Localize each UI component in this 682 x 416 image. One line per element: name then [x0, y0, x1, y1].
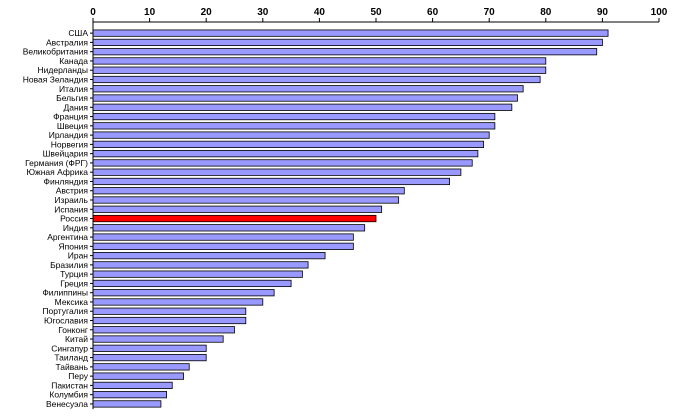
category-label: Дания: [63, 102, 88, 112]
bar: [92, 242, 354, 250]
x-tick-label: 70: [484, 7, 496, 18]
bar: [92, 159, 473, 167]
x-tick-label: 60: [427, 7, 439, 18]
category-label: Филиппины: [42, 288, 88, 298]
category-label: Финляндия: [44, 176, 89, 186]
x-tick-label: 20: [201, 7, 213, 18]
category-label: Австрия: [56, 186, 89, 196]
bar: [92, 112, 496, 121]
category-label: Германия (ФРГ): [25, 158, 88, 168]
bar: [92, 122, 496, 130]
bar: [92, 94, 518, 102]
category-label: Бельгия: [56, 93, 88, 103]
category-label: Югославия: [44, 316, 88, 326]
x-tick-label: 50: [370, 7, 382, 18]
category-label: Южная Африка: [26, 167, 88, 177]
category-label: Колумбия: [49, 390, 88, 400]
bar-highlight: [92, 214, 377, 223]
x-tick-label: 0: [90, 7, 96, 18]
category-label: Ирландия: [49, 130, 89, 140]
category-label: Нидерланды: [38, 65, 88, 75]
bars: [92, 29, 609, 408]
bar: [92, 196, 400, 204]
bar: [92, 298, 264, 306]
bar: [92, 103, 513, 111]
bar: [92, 168, 462, 176]
bar: [92, 85, 524, 93]
category-label: США: [68, 28, 88, 38]
category-label: Италия: [59, 84, 88, 94]
category-label: Пакистан: [51, 380, 88, 390]
bar: [92, 400, 162, 408]
bar: [92, 177, 450, 186]
x-tick-label: 30: [257, 7, 269, 18]
category-label: Япония: [58, 241, 88, 251]
category-label: Греция: [60, 278, 88, 288]
category-label: Испания: [54, 204, 88, 214]
bar: [92, 57, 547, 65]
bar: [92, 38, 603, 47]
x-axis: 0 10 20 30 40 50 60 70 80 90 100: [90, 7, 668, 23]
category-label: Индия: [63, 223, 89, 233]
bar: [92, 381, 173, 389]
category-label: Иран: [68, 251, 89, 261]
category-label: Швеция: [57, 121, 89, 131]
bar: [92, 289, 275, 297]
category-label: Россия: [60, 214, 88, 224]
bar: [92, 326, 235, 334]
bar: [92, 279, 292, 288]
bar: [92, 187, 405, 195]
category-label: Португалия: [42, 306, 88, 316]
category-label: Норвегия: [51, 139, 89, 149]
category-label: Канада: [59, 56, 88, 66]
bar: [92, 48, 598, 56]
x-tick-label: 100: [651, 7, 668, 18]
category-label: Австралия: [46, 37, 88, 47]
category-label: Сингапур: [51, 343, 88, 353]
category-label: Гонконг: [58, 325, 88, 335]
category-label: Швейцария: [43, 149, 89, 159]
category-label: Китай: [65, 334, 88, 344]
category-label: Венесуэла: [46, 399, 88, 409]
bar: [92, 140, 484, 148]
bar: [92, 131, 490, 139]
bar: [92, 391, 167, 399]
category-label: Новая Зеландия: [23, 74, 89, 84]
bar: [92, 75, 541, 84]
bar: [92, 150, 479, 158]
bar: [92, 205, 383, 213]
bar: [92, 335, 224, 343]
bar: [92, 29, 609, 37]
x-tick-label: 40: [314, 7, 326, 18]
bar: [92, 353, 207, 362]
bar: [92, 316, 247, 325]
bar: [92, 233, 354, 241]
bar: [92, 363, 190, 371]
category-label: Аргентина: [47, 232, 88, 242]
x-tick-label: 90: [597, 7, 609, 18]
category-label: Перу: [68, 371, 88, 381]
category-label: Таиланд: [54, 353, 88, 363]
category-label: Бразилия: [50, 260, 88, 270]
bar: [92, 261, 309, 269]
category-labels: СШААвстралияВеликобританияКанадаНидерлан…: [23, 28, 93, 409]
bar: [92, 252, 326, 260]
x-tick-label: 10: [144, 7, 156, 18]
bar: [92, 224, 366, 232]
category-label: Тайвань: [55, 362, 88, 372]
category-label: Мексика: [55, 297, 89, 307]
category-label: Турция: [60, 269, 88, 279]
bar: [92, 307, 247, 315]
category-label: Израиль: [54, 195, 88, 205]
bar: [92, 270, 303, 278]
category-label: Франция: [53, 112, 88, 122]
bar: [92, 372, 184, 380]
bar: [92, 66, 547, 74]
x-tick-label: 80: [540, 7, 552, 18]
bar: [92, 344, 207, 352]
category-label: Великобритания: [23, 47, 89, 57]
